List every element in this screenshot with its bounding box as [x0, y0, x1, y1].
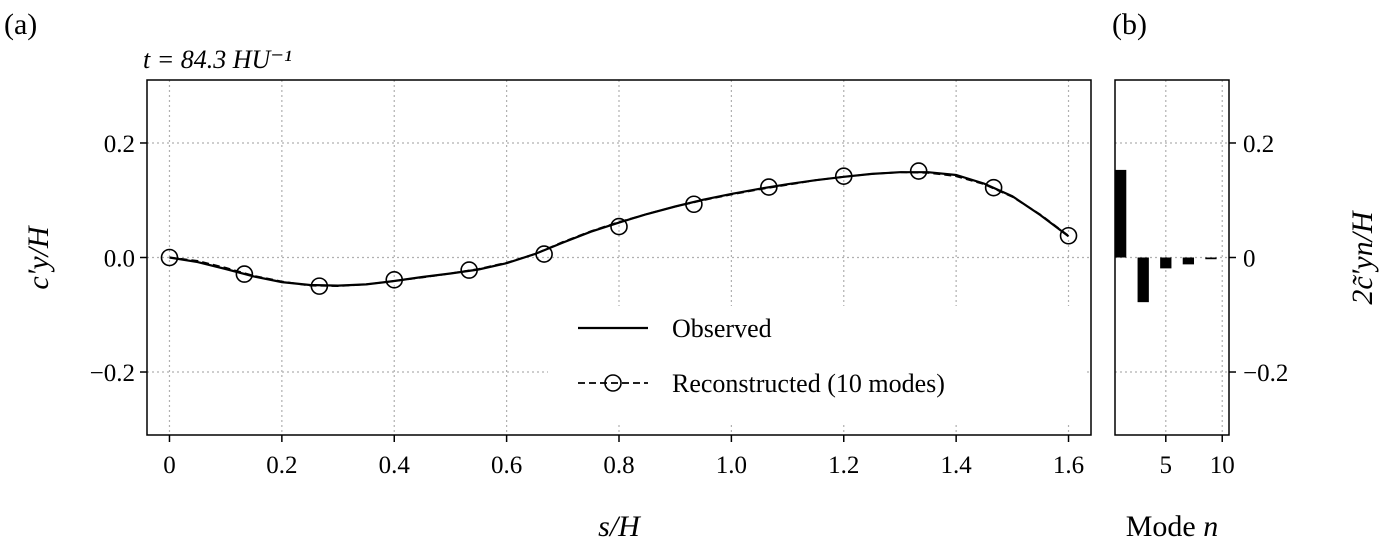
panel-b-x-tick-label: 5 [1160, 452, 1173, 479]
panel-a-y-tick-label: 0.0 [104, 246, 135, 273]
panel-a-y-tick-label: −0.2 [90, 360, 135, 387]
panel-b-y-tick-label: 0 [1243, 246, 1256, 273]
mode-bar-7 [1182, 257, 1195, 265]
time-annotation: t = 84.3 HU⁻¹ [143, 45, 292, 74]
mode-bar-1 [1115, 169, 1127, 258]
panel-b-y-axis-label: 2c̃′yn/H [1346, 209, 1379, 305]
legend-observed-label: Observed [672, 314, 772, 343]
panel-b-x-tick-label: 10 [1210, 452, 1235, 479]
panel-a-x-tick-label: 0.4 [379, 452, 411, 479]
panel-b: (b) 5 10 −0.2 0 0.2 Mode n 2c̃′yn/H [1112, 8, 1379, 543]
panel-a-series [160, 162, 1078, 295]
panel-b-ticks: 5 10 −0.2 0 0.2 [1160, 131, 1289, 479]
legend-box [548, 306, 1086, 424]
reconstructed-marker [1059, 226, 1078, 245]
panel-a-x-tick-label: 1.0 [716, 452, 747, 479]
panel-b-x-axis-label: Mode n [1126, 510, 1219, 543]
panel-a-x-tick-label: 0.6 [491, 452, 522, 479]
panel-a: (a) t = 84.3 HU⁻¹ 0 0.2 0.4 0.6 0.8 1.0 1.2 1.4… [4, 8, 1092, 543]
reconstructed-marker [685, 195, 703, 214]
reconstructed-marker [235, 265, 254, 283]
panel-a-x-tick-label: 0.8 [603, 452, 634, 479]
reconstructed-marker [460, 261, 478, 279]
panel-a-x-tick-label: 1.6 [1053, 452, 1084, 479]
observed-line [169, 171, 1070, 287]
legend-reconstructed-label: Reconstructed (10 modes) [672, 369, 945, 398]
panel-a-x-tick-label: 1.2 [828, 452, 859, 479]
reconstructed-marker [984, 178, 1003, 197]
panel-a-x-tick-label: 0 [163, 452, 176, 479]
panel-a-ticks: 0 0.2 0.4 0.6 0.8 1.0 1.2 1.4 1.6 −0.2 0.0 0.2 [90, 131, 1085, 479]
mode-bar-5 [1160, 257, 1172, 269]
panel-a-y-axis-label: c′y/H [22, 224, 55, 290]
mode-bar-9 [1205, 257, 1217, 260]
reconstructed-marker [310, 277, 329, 295]
legend: Observed Reconstructed (10 modes) [548, 306, 1086, 424]
legend-reconstructed-marker [604, 374, 622, 392]
reconstructed-marker [760, 178, 778, 196]
panel-b-label: (b) [1112, 8, 1147, 41]
panel-a-x-tick-label: 1.4 [941, 452, 973, 479]
mode-bar-3 [1137, 257, 1149, 303]
panel-b-bars [1115, 169, 1217, 303]
reconstructed-marker [909, 162, 928, 180]
reconstructed-marker [160, 248, 179, 267]
reconstructed-marker [385, 271, 404, 289]
panel-a-x-axis-label: s/H [598, 510, 642, 543]
reconstructed-marker [834, 167, 853, 185]
reconstructed-line [169, 171, 1070, 288]
panel-a-y-tick-label: 0.2 [104, 131, 135, 158]
panel-b-y-tick-label: −0.2 [1243, 360, 1288, 387]
panel-a-x-tick-label: 0.2 [266, 452, 297, 479]
panel-a-label: (a) [4, 8, 37, 41]
panel-b-y-tick-label: 0.2 [1243, 131, 1274, 158]
reconstructed-marker [610, 217, 628, 236]
reconstructed-marker [535, 245, 553, 263]
